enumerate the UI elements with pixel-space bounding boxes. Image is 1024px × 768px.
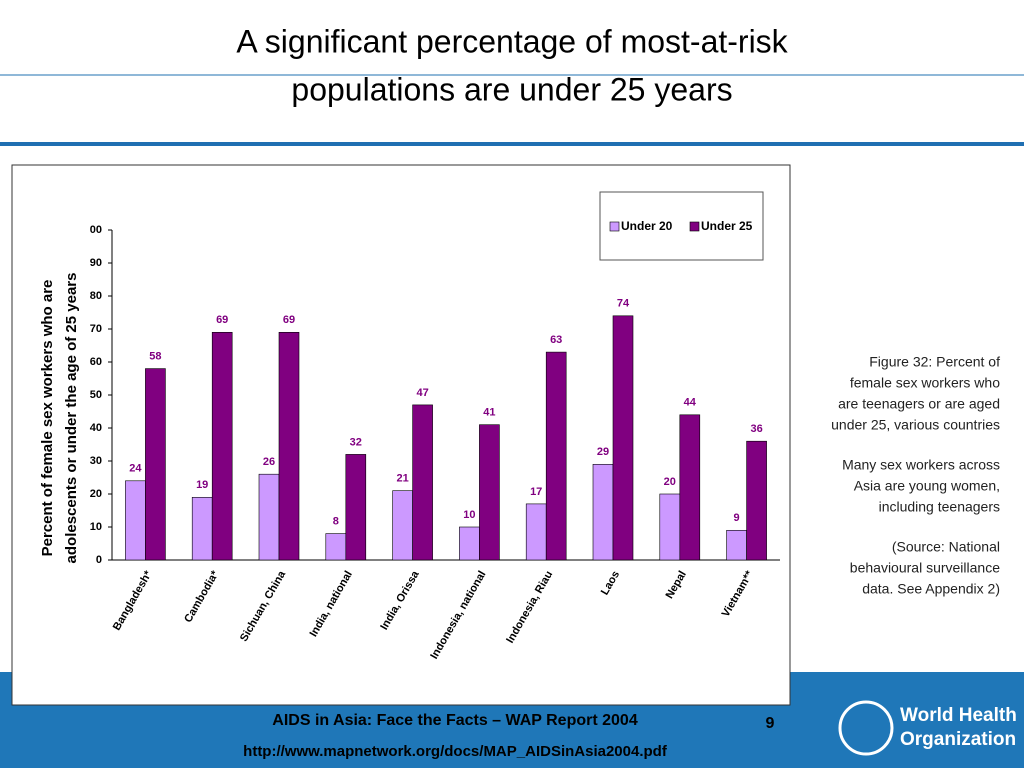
y-tick-label: 00 bbox=[90, 224, 102, 236]
footer: AIDS in Asia: Face the Facts – WAP Repor… bbox=[272, 712, 638, 729]
bar bbox=[278, 331, 300, 561]
bar bbox=[325, 533, 347, 561]
y-axis-label: adolescents or under the age of 25 years bbox=[63, 273, 80, 564]
value-label: 44 bbox=[684, 397, 697, 409]
value-label: 74 bbox=[617, 298, 630, 310]
bar bbox=[726, 529, 747, 561]
caption: Asia are young women, bbox=[854, 478, 1000, 494]
caption: female sex workers who bbox=[850, 375, 1000, 391]
bar bbox=[412, 404, 433, 561]
value-label: 47 bbox=[416, 387, 428, 399]
y-tick-label: 80 bbox=[90, 290, 102, 302]
y-tick-label: 10 bbox=[90, 521, 102, 533]
value-label: 20 bbox=[664, 476, 676, 488]
value-label: 19 bbox=[196, 479, 208, 491]
value-label: 32 bbox=[350, 436, 362, 448]
value-label: 63 bbox=[550, 334, 562, 346]
legend-label: Under 25 bbox=[701, 219, 753, 233]
value-label: 41 bbox=[483, 407, 495, 419]
caption: behavioural surveillance bbox=[850, 560, 1000, 576]
caption: data. See Appendix 2) bbox=[862, 581, 1000, 597]
bar bbox=[125, 480, 146, 561]
legend-box bbox=[599, 191, 764, 261]
slide-title: A significant percentage of most-at-risk bbox=[236, 23, 788, 59]
y-tick-label: 0 bbox=[96, 554, 102, 566]
url: http://www.mapnetwork.org/docs/MAP_AIDSi… bbox=[243, 743, 668, 760]
y-axis-label: Percent of female sex workers who are bbox=[39, 280, 56, 557]
logo-text: World Health bbox=[900, 705, 1017, 726]
value-label: 58 bbox=[149, 351, 161, 363]
y-tick-label: 90 bbox=[90, 257, 102, 269]
bar bbox=[659, 493, 681, 561]
bar bbox=[525, 503, 547, 561]
logo-text: Organization bbox=[900, 729, 1016, 750]
bar bbox=[258, 473, 280, 561]
bar bbox=[459, 526, 480, 561]
value-label: 21 bbox=[396, 473, 408, 485]
caption: are teenagers or are aged bbox=[838, 396, 1000, 412]
legend-label: Under 20 bbox=[621, 219, 673, 233]
bar bbox=[345, 454, 367, 561]
value-label: 29 bbox=[597, 446, 609, 458]
bar bbox=[191, 496, 213, 561]
y-tick-label: 30 bbox=[90, 455, 102, 467]
y-tick-label: 20 bbox=[90, 488, 102, 500]
caption: including teenagers bbox=[879, 499, 1000, 515]
value-label: 10 bbox=[463, 509, 475, 521]
caption: under 25, various countries bbox=[831, 417, 1000, 433]
bar bbox=[211, 331, 233, 561]
y-tick-label: 70 bbox=[90, 323, 102, 335]
value-label: 24 bbox=[129, 463, 142, 475]
bar bbox=[392, 490, 413, 561]
page-number: 9 bbox=[766, 715, 775, 732]
caption: (Source: National bbox=[892, 539, 1000, 555]
y-tick-label: 40 bbox=[90, 422, 102, 434]
bar bbox=[479, 424, 500, 561]
bar bbox=[746, 440, 767, 561]
value-label: 26 bbox=[263, 456, 275, 468]
y-tick-label: 50 bbox=[90, 389, 102, 401]
value-label: 69 bbox=[283, 314, 295, 326]
bar bbox=[679, 414, 701, 561]
value-label: 69 bbox=[216, 314, 228, 326]
value-label: 9 bbox=[734, 512, 740, 524]
bar bbox=[612, 315, 634, 561]
bar bbox=[592, 463, 614, 561]
legend-swatch bbox=[689, 221, 700, 232]
logo-emblem bbox=[838, 700, 894, 756]
value-label: 36 bbox=[750, 423, 762, 435]
caption: Figure 32: Percent of bbox=[869, 354, 1000, 370]
value-label: 8 bbox=[333, 516, 339, 528]
slide-title: populations are under 25 years bbox=[291, 71, 732, 107]
value-label: 17 bbox=[530, 486, 542, 498]
caption: Many sex workers across bbox=[842, 457, 1000, 473]
legend-swatch bbox=[609, 221, 620, 232]
bar bbox=[545, 351, 567, 561]
y-tick-label: 60 bbox=[90, 356, 102, 368]
bar bbox=[145, 368, 166, 561]
